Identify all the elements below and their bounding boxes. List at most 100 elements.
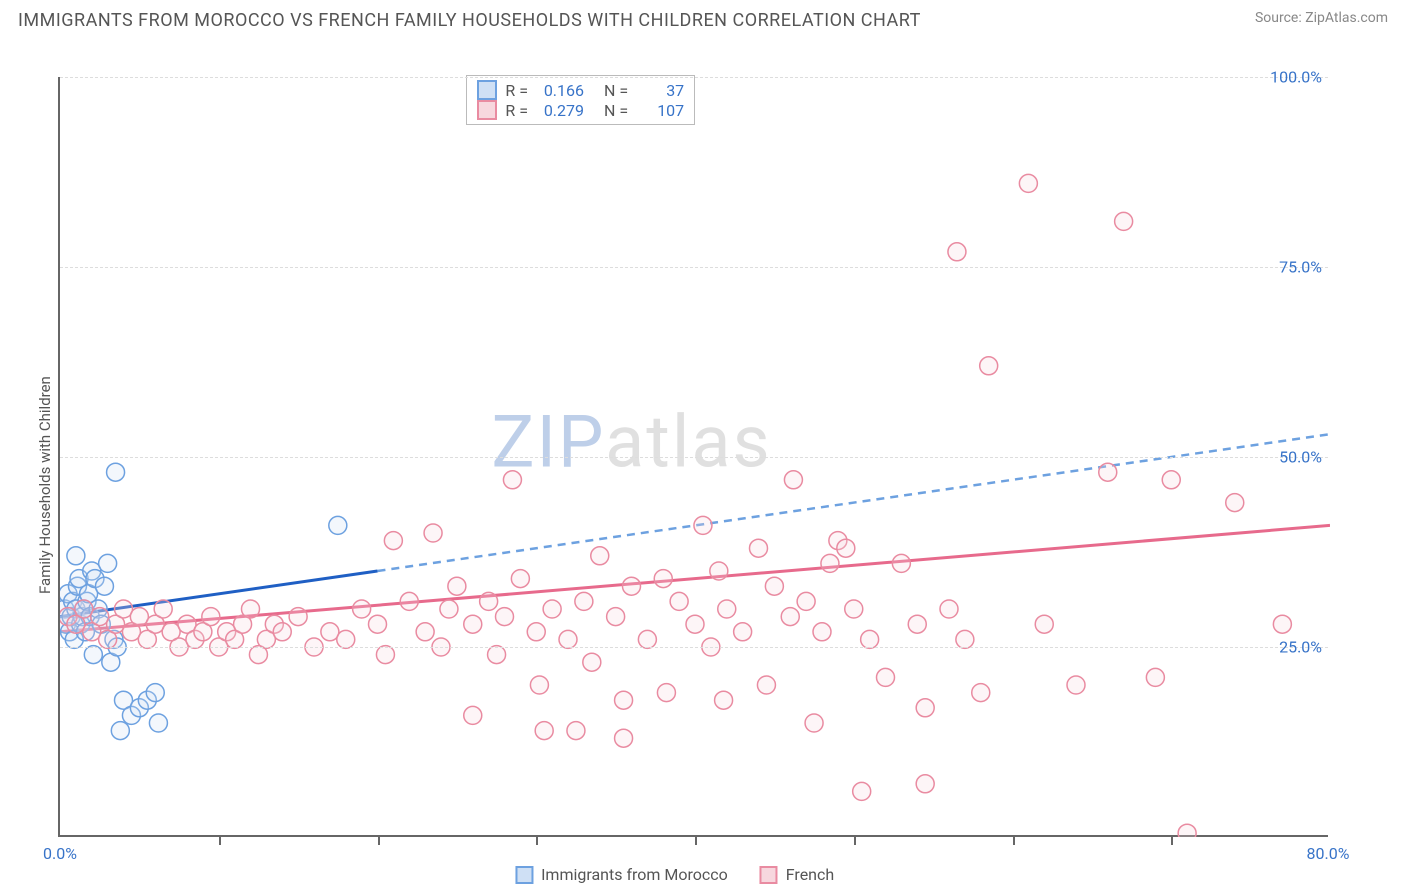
legend-stats: R =0.166N =37R =0.279N =107 [466,75,695,125]
legend-series-item: Immigrants from Morocco [515,865,728,884]
scatter-point [440,600,458,618]
scatter-point [369,615,387,633]
y-tick-label: 100.0% [1270,68,1322,87]
scatter-point [1115,212,1133,230]
x-tick [854,835,856,845]
scatter-point [940,600,958,618]
scatter-point [765,577,783,595]
gridline-h [60,457,1328,458]
scatter-point [146,684,164,702]
scatter-point [718,600,736,618]
scatter-point [480,592,498,610]
scatter-point [289,608,307,626]
scatter-point [535,722,553,740]
scatter-point [972,684,990,702]
scatter-point [527,623,545,641]
legend-swatch [760,866,778,884]
scatter-point [638,630,656,648]
scatter-point [353,600,371,618]
scatter-point [623,577,641,595]
y-tick-label: 75.0% [1279,258,1322,277]
legend-r-label: R = [505,81,528,100]
y-tick-label: 25.0% [1279,638,1322,657]
chart-header: IMMIGRANTS FROM MOROCCO VS FRENCH FAMILY… [0,0,1406,35]
x-tick [1013,835,1015,845]
scatter-point [496,608,514,626]
scatter-point [111,722,129,740]
source-prefix: Source: [1255,10,1305,26]
x-tick [378,835,380,845]
legend-swatch [477,100,497,120]
scatter-point [1146,668,1164,686]
legend-r-value: 0.279 [536,101,584,120]
legend-n-value: 107 [636,101,684,120]
scatter-point [821,554,839,572]
legend-stats-row: R =0.166N =37 [477,80,684,100]
scatter-point [845,600,863,618]
scatter-point [543,600,561,618]
scatter-point [615,691,633,709]
scatter-point [908,615,926,633]
scatter-point [750,539,768,557]
scatter-point [107,463,125,481]
scatter-point [654,570,672,588]
x-tick [219,835,221,845]
scatter-point [575,592,593,610]
legend-n-value: 37 [636,81,684,100]
scatter-point [615,729,633,747]
scatter-point [1067,676,1085,694]
scatter-point [416,623,434,641]
scatter-point [1162,471,1180,489]
scatter-point [892,554,910,572]
scatter-point [67,547,85,565]
scatter-point [464,706,482,724]
scatter-point [956,630,974,648]
plot-area: ZIPatlas R =0.166N =37R =0.279N =107 0.0… [58,77,1328,837]
legend-n-label: N = [604,81,628,100]
scatter-point [95,577,113,595]
scatter-point [781,608,799,626]
scatter-point [1273,615,1291,633]
scatter-point [1178,824,1196,837]
scatter-point [710,562,728,580]
scatter-point [805,714,823,732]
scatter-point [853,782,871,800]
scatter-point [464,615,482,633]
y-axis-label: Family Households with Children [36,376,54,594]
scatter-point [694,516,712,534]
chart-title: IMMIGRANTS FROM MOROCCO VS FRENCH FAMILY… [18,10,921,31]
x-tick [536,835,538,845]
scatter-point [84,646,102,664]
legend-swatch [515,866,533,884]
scatter-point [1226,494,1244,512]
scatter-point [273,623,291,641]
scatter-point [877,668,895,686]
scatter-point [1035,615,1053,633]
gridline-h [60,647,1328,648]
scatter-point [202,608,220,626]
scatter-point [448,577,466,595]
scatter-point [559,630,577,648]
scatter-point [384,532,402,550]
scatter-point [837,539,855,557]
scatter-point [734,623,752,641]
scatter-point [154,600,172,618]
legend-r-label: R = [505,101,528,120]
scatter-point [530,676,548,694]
scatter-point [400,592,418,610]
scatter-point [1019,174,1037,192]
scatter-point [329,516,347,534]
scatter-point [797,592,815,610]
scatter-point [591,547,609,565]
scatter-point [337,630,355,648]
scatter-point [583,653,601,671]
scatter-point [511,570,529,588]
scatter-point [607,608,625,626]
scatter-point [149,714,167,732]
source-name: ZipAtlas.com [1305,10,1388,26]
scatter-point [686,615,704,633]
scatter-point [980,357,998,375]
scatter-point [813,623,831,641]
scatter-point [242,600,260,618]
scatter-point [488,646,506,664]
